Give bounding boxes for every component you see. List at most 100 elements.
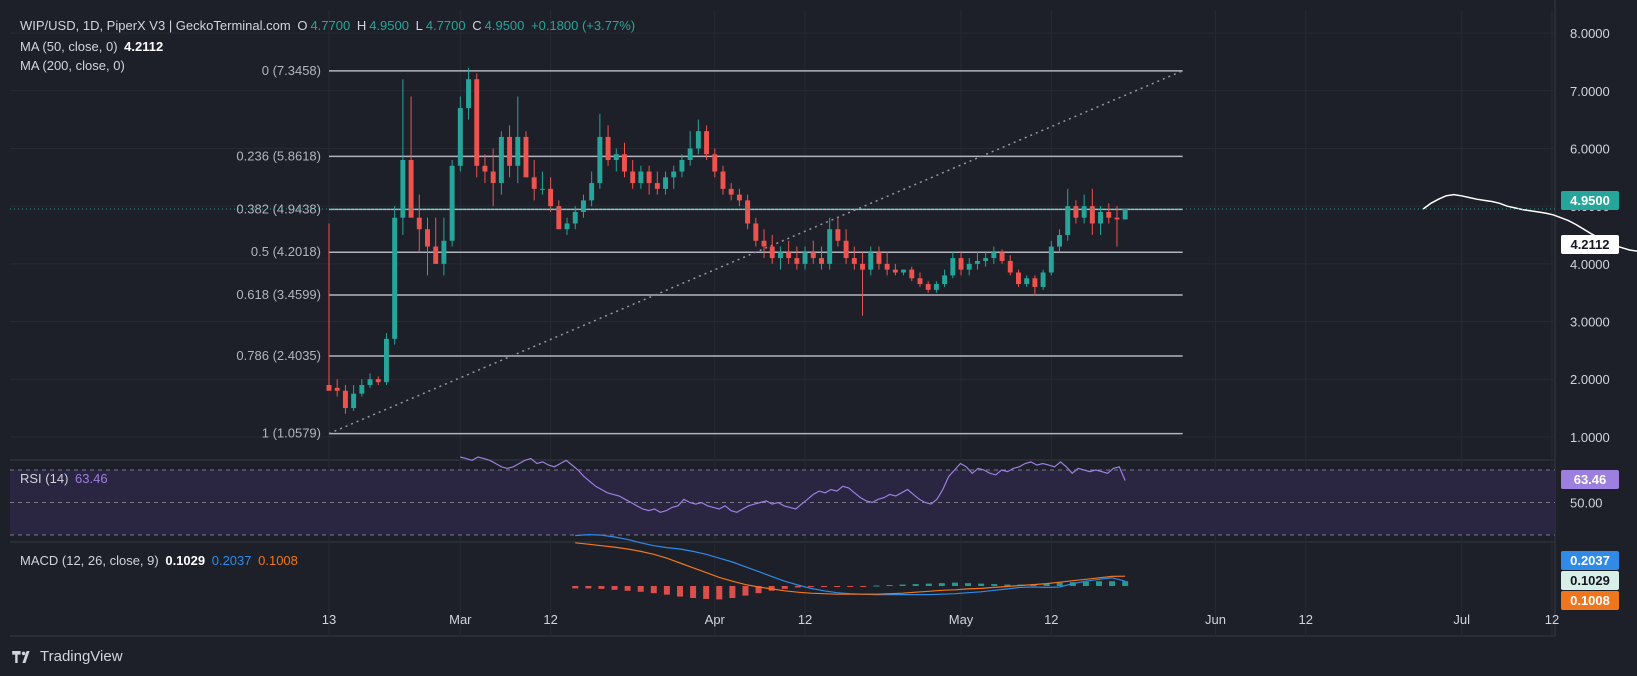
candle-body bbox=[901, 269, 907, 273]
close-label: C bbox=[472, 18, 482, 33]
candle-body bbox=[498, 136, 504, 184]
candle-body bbox=[630, 171, 636, 184]
candle-body bbox=[728, 188, 734, 195]
candle-body bbox=[531, 177, 537, 189]
candle-body bbox=[400, 160, 406, 218]
close-value: 4.9500 bbox=[484, 18, 525, 33]
signal-price-tag: 0.2037 bbox=[1561, 551, 1619, 570]
candle-body bbox=[572, 211, 578, 224]
macd-histogram-bar bbox=[899, 584, 906, 586]
candle-body bbox=[835, 229, 841, 241]
candle-body bbox=[983, 258, 989, 261]
candle-body bbox=[334, 387, 340, 391]
candle-body bbox=[745, 200, 751, 224]
candle-body bbox=[383, 338, 389, 383]
candle-body bbox=[909, 269, 915, 279]
ma50-legend[interactable]: MA (50, close, 0) 4.2112 bbox=[20, 39, 166, 54]
candle-body bbox=[342, 390, 348, 409]
candle-body bbox=[736, 194, 742, 201]
ma200-label: MA (200, close, 0) bbox=[20, 58, 125, 73]
x-tick-label: 12 bbox=[798, 612, 812, 627]
candle-body bbox=[753, 223, 759, 241]
candle-body bbox=[695, 131, 701, 149]
candle-body bbox=[392, 217, 398, 339]
tradingview-brand[interactable]: TradingView bbox=[12, 648, 123, 665]
high-value: 4.9500 bbox=[369, 18, 409, 33]
candle-body bbox=[819, 258, 824, 264]
candle-body bbox=[515, 136, 521, 166]
macd-histogram-bar bbox=[1095, 581, 1102, 586]
macd-price-tag: 0.1029 bbox=[1561, 571, 1619, 590]
candle-body bbox=[810, 252, 816, 259]
ma50-label: MA (50, close, 0) bbox=[20, 39, 118, 54]
macd-histogram-bar bbox=[847, 586, 854, 587]
macd-histogram-bar bbox=[1043, 583, 1050, 586]
rsi-line bbox=[460, 456, 1126, 513]
macd-histogram-bar bbox=[1122, 581, 1129, 586]
x-tick-label: 12 bbox=[1299, 612, 1313, 627]
candle-body bbox=[712, 154, 718, 172]
x-tick-label: 12 bbox=[1044, 612, 1058, 627]
macd-histogram-bar bbox=[912, 584, 919, 586]
y-tick-label: 1.0000 bbox=[1570, 430, 1610, 445]
candle-body bbox=[925, 284, 931, 290]
candle-body bbox=[942, 275, 948, 285]
macd-histogram-bar bbox=[1082, 581, 1089, 586]
candle-body bbox=[687, 148, 693, 160]
fib-trend-line bbox=[328, 70, 1183, 435]
macd-histogram-bar bbox=[676, 586, 683, 597]
candle-body bbox=[564, 223, 570, 230]
candle-body bbox=[580, 200, 586, 212]
candle-body bbox=[466, 79, 471, 109]
x-tick-label: 13 bbox=[322, 612, 336, 627]
candle-body bbox=[433, 246, 439, 264]
open-value: 4.7700 bbox=[310, 18, 351, 33]
candle-body bbox=[654, 183, 660, 189]
macd-histogram-bar bbox=[1109, 581, 1116, 586]
candle-body bbox=[720, 171, 726, 189]
y-tick-label: 4.0000 bbox=[1570, 257, 1610, 272]
macd-histogram-bar bbox=[703, 586, 710, 599]
ma200-legend[interactable]: MA (200, close, 0) bbox=[20, 58, 128, 73]
low-label: L bbox=[415, 18, 423, 33]
fib-level-label: 0 (7.3458) bbox=[262, 63, 321, 78]
macd-histogram-bar bbox=[925, 583, 932, 586]
candle-body bbox=[777, 252, 783, 259]
candle-body bbox=[876, 252, 882, 264]
candle-body bbox=[482, 165, 488, 172]
tradingview-logo-icon bbox=[12, 650, 30, 663]
rsi-legend[interactable]: RSI (14) 63.46 bbox=[20, 471, 111, 486]
macd-histogram-bar bbox=[690, 586, 697, 598]
candle-body bbox=[704, 131, 710, 155]
macd-histogram-bar bbox=[572, 586, 579, 589]
macd-histogram-bar bbox=[807, 586, 814, 587]
candle-body bbox=[1016, 272, 1021, 285]
macd-histogram-bar bbox=[886, 585, 893, 587]
candle-body bbox=[802, 252, 808, 264]
high-label: H bbox=[356, 18, 367, 33]
macd-legend[interactable]: MACD (12, 26, close, 9) 0.1029 0.2037 0.… bbox=[20, 553, 301, 568]
candle-body bbox=[1098, 211, 1104, 224]
candle-body bbox=[597, 136, 603, 184]
macd-histogram-bar bbox=[637, 586, 644, 592]
macd-histogram-bar bbox=[585, 586, 592, 589]
macd-signal-line bbox=[575, 542, 1126, 595]
candle-body bbox=[786, 252, 792, 259]
candle-body bbox=[359, 385, 365, 394]
candle-body bbox=[457, 108, 463, 166]
macd-histogram-bar bbox=[951, 582, 958, 586]
x-tick-label: 12 bbox=[1545, 612, 1559, 627]
fib-level-label: 1 (1.0579) bbox=[262, 426, 321, 441]
macd-signal-value: 0.2037 bbox=[211, 553, 252, 568]
y-tick-label: 6.0000 bbox=[1570, 141, 1610, 156]
y-tick-label: 8.0000 bbox=[1570, 26, 1610, 41]
candle-body bbox=[613, 154, 619, 160]
candle-body bbox=[991, 252, 997, 259]
macd-histogram-bar bbox=[834, 586, 841, 587]
candle-body bbox=[1089, 206, 1095, 224]
candle-body bbox=[1040, 272, 1046, 287]
ma50-value: 4.2112 bbox=[124, 39, 164, 54]
x-tick-label: May bbox=[949, 612, 974, 627]
candle-body bbox=[769, 246, 775, 259]
